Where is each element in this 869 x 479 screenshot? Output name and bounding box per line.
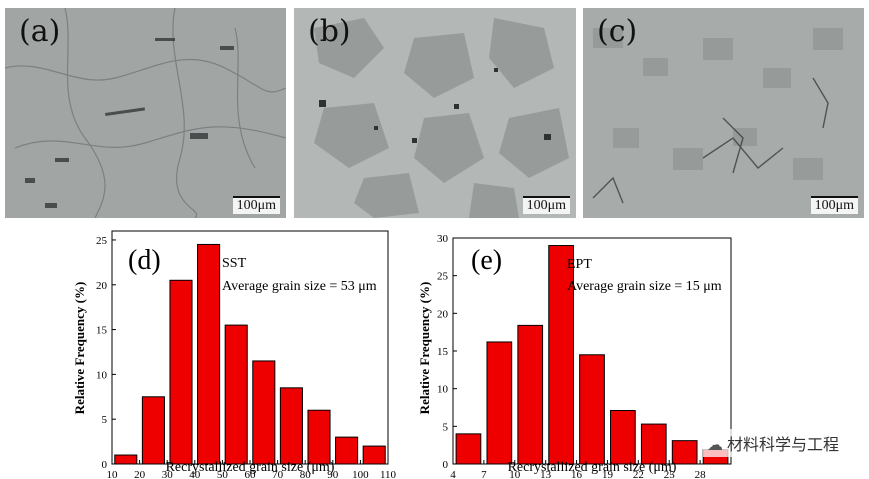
bar-d-7 bbox=[307, 409, 331, 465]
x-tick-label-e-4: 16 bbox=[571, 469, 583, 479]
x-tick-label-e-1: 7 bbox=[481, 469, 487, 479]
x-tick-label-d-0: 10 bbox=[107, 469, 119, 479]
x-tick-label-d-4: 50 bbox=[217, 469, 229, 479]
y-tick-label-e-1: 5 bbox=[443, 421, 449, 433]
micrograph-c: (c) 100μm bbox=[583, 8, 864, 218]
x-tick-label-d-8: 90 bbox=[327, 469, 339, 479]
scale-bar-a: 100μm bbox=[232, 196, 280, 214]
x-tick-label-d-10: 110 bbox=[380, 469, 397, 479]
y-tick-label-d-2: 10 bbox=[96, 369, 108, 381]
y-tick-label-e-4: 20 bbox=[437, 308, 449, 320]
micrograph-c-texture bbox=[583, 8, 864, 218]
bar-e-4 bbox=[579, 354, 605, 465]
annotation-d: Average grain size = 53 μm bbox=[222, 279, 377, 294]
series-label-d: SST bbox=[222, 256, 247, 271]
histogram-e: 4 7 10 13 16 19 22 25 28 0 5 10 15 20 25 30 (e) EPT Ave… bbox=[417, 233, 732, 479]
panel-label-e: (e) bbox=[471, 245, 502, 276]
x-tick-label-d-7: 80 bbox=[300, 469, 312, 479]
watermark-text: 材料科学与工程 bbox=[726, 435, 839, 454]
histogram-d: 10 20 30 40 50 60 70 80 90 100 110 0 5 10 15 20 25 (d) S… bbox=[72, 230, 397, 479]
micrograph-a: (a) 100μm bbox=[5, 8, 286, 218]
bar-d-9 bbox=[362, 445, 386, 465]
x-tick-label-e-7: 25 bbox=[664, 469, 676, 479]
bar-e-6 bbox=[640, 423, 667, 465]
x-tick-label-d-9: 100 bbox=[352, 469, 369, 479]
x-tick-label-e-3: 13 bbox=[540, 469, 552, 479]
y-tick-label-d-5: 25 bbox=[96, 235, 108, 247]
x-tick-label-e-5: 19 bbox=[602, 469, 614, 479]
x-tick-label-d-6: 70 bbox=[272, 469, 284, 479]
x-tick-label-d-3: 40 bbox=[189, 469, 201, 479]
micrograph-label-a: (a) bbox=[19, 14, 61, 49]
y-tick-label-e-5: 25 bbox=[437, 271, 449, 283]
micrograph-b: (b) 100μm bbox=[294, 8, 576, 218]
bar-e-3 bbox=[548, 245, 574, 465]
bar-e-2 bbox=[517, 324, 544, 465]
bar-d-8 bbox=[335, 436, 359, 465]
micrograph-label-c: (c) bbox=[597, 14, 638, 49]
x-tick-label-d-1: 20 bbox=[134, 469, 146, 479]
bar-e-0 bbox=[455, 433, 482, 465]
scale-bar-c: 100μm bbox=[810, 196, 858, 214]
bar-d-2 bbox=[169, 279, 193, 465]
x-axis-label-d: Recrystallized grain size (μm) bbox=[166, 460, 335, 475]
y-tick-label-e-0: 0 bbox=[443, 459, 449, 471]
bar-d-0 bbox=[114, 454, 138, 465]
bar-d-3 bbox=[197, 243, 221, 465]
x-tick-label-e-8: 28 bbox=[695, 469, 707, 479]
y-tick-label-e-3: 15 bbox=[437, 346, 449, 358]
y-tick-label-d-4: 20 bbox=[96, 280, 108, 292]
y-tick-label-e-6: 30 bbox=[437, 233, 449, 245]
scale-bar-b: 100μm bbox=[522, 196, 570, 214]
annotation-e: Average grain size = 15 μm bbox=[567, 279, 722, 294]
bar-d-4 bbox=[224, 324, 248, 465]
watermark: ☁ 材料科学与工程 bbox=[702, 429, 843, 457]
micrograph-a-texture bbox=[5, 8, 286, 218]
bar-e-1 bbox=[486, 341, 513, 465]
y-tick-label-d-3: 15 bbox=[96, 325, 108, 337]
y-axis-label-d: Relative Frequency (%) bbox=[72, 282, 87, 415]
micrograph-b-texture bbox=[294, 8, 576, 218]
y-tick-label-d-0: 0 bbox=[102, 459, 108, 471]
bar-d-1 bbox=[141, 396, 165, 465]
series-label-e: EPT bbox=[567, 257, 592, 272]
x-axis-label-e: Recrystallized grain size (μm) bbox=[508, 460, 677, 475]
wechat-icon: ☁ bbox=[706, 435, 723, 454]
y-axis-label-e: Relative Frequency (%) bbox=[417, 282, 432, 415]
x-tick-label-d-2: 30 bbox=[162, 469, 174, 479]
x-tick-label-d-5: 60 bbox=[245, 469, 257, 479]
micrograph-label-b: (b) bbox=[308, 14, 351, 49]
y-tick-label-e-2: 10 bbox=[437, 384, 449, 396]
y-tick-label-d-1: 5 bbox=[102, 414, 108, 426]
bar-e-5 bbox=[610, 410, 636, 465]
bar-d-6 bbox=[279, 387, 303, 465]
bar-d-5 bbox=[252, 360, 276, 465]
x-tick-label-e-2: 10 bbox=[509, 469, 521, 479]
x-tick-label-e-6: 22 bbox=[633, 469, 644, 479]
x-tick-label-e-0: 4 bbox=[450, 469, 456, 479]
panel-label-d: (d) bbox=[128, 245, 161, 276]
